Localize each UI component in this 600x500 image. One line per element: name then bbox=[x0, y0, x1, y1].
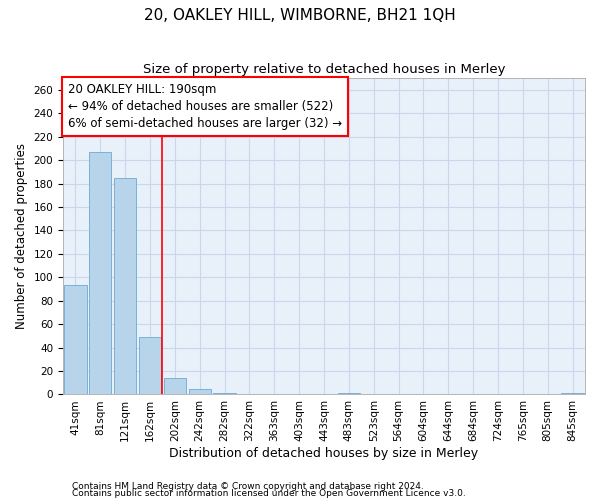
Text: Contains HM Land Registry data © Crown copyright and database right 2024.: Contains HM Land Registry data © Crown c… bbox=[72, 482, 424, 491]
Text: 20, OAKLEY HILL, WIMBORNE, BH21 1QH: 20, OAKLEY HILL, WIMBORNE, BH21 1QH bbox=[144, 8, 456, 22]
Bar bbox=[164, 378, 186, 394]
Y-axis label: Number of detached properties: Number of detached properties bbox=[15, 144, 28, 330]
Bar bbox=[89, 152, 112, 394]
Bar bbox=[188, 388, 211, 394]
X-axis label: Distribution of detached houses by size in Merley: Distribution of detached houses by size … bbox=[169, 447, 479, 460]
Text: Contains public sector information licensed under the Open Government Licence v3: Contains public sector information licen… bbox=[72, 489, 466, 498]
Title: Size of property relative to detached houses in Merley: Size of property relative to detached ho… bbox=[143, 62, 505, 76]
Bar bbox=[64, 286, 86, 395]
Bar bbox=[139, 337, 161, 394]
Bar bbox=[114, 178, 136, 394]
Text: 20 OAKLEY HILL: 190sqm
← 94% of detached houses are smaller (522)
6% of semi-det: 20 OAKLEY HILL: 190sqm ← 94% of detached… bbox=[68, 83, 343, 130]
